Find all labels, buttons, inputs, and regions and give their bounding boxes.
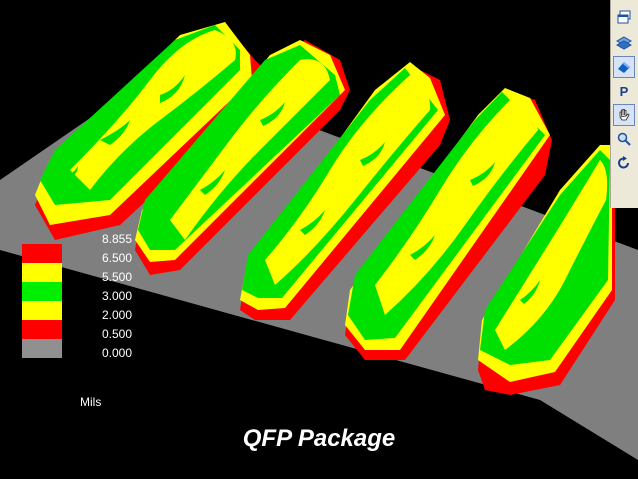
shaded-surface-icon[interactable] — [613, 56, 635, 78]
legend-swatch — [22, 244, 62, 263]
lead-1 — [35, 22, 265, 240]
lead-3 — [240, 62, 450, 320]
legend-label: 5.500 — [102, 270, 133, 284]
legend-swatch — [22, 339, 62, 358]
p-icon[interactable]: P — [613, 80, 635, 102]
legend-label: 3.000 — [102, 289, 133, 303]
units-label: Mils — [80, 395, 102, 409]
legend-label: 6.500 — [102, 251, 133, 265]
view-toolbar: P — [610, 0, 638, 208]
rotate-icon[interactable] — [613, 152, 635, 174]
lead-2 — [135, 40, 350, 275]
legend-label: 8.855 — [102, 232, 133, 246]
legend-label: 0.500 — [102, 327, 133, 341]
legend-swatch — [22, 282, 62, 301]
zoom-icon[interactable] — [613, 128, 635, 150]
layers-icon[interactable] — [613, 32, 635, 54]
hand-pan-icon[interactable] — [613, 104, 635, 126]
legend-label: 0.000 — [102, 346, 133, 360]
legend-swatch — [22, 320, 62, 339]
lead-5 — [478, 145, 615, 395]
legend-label: 2.000 — [102, 308, 133, 322]
color-legend: 8.855 6.500 5.500 3.000 2.000 0.500 0.00… — [22, 232, 162, 422]
view-title: QFP Package — [242, 425, 396, 452]
window-icon[interactable] — [613, 6, 635, 28]
lead-4 — [345, 88, 552, 360]
legend-swatch — [22, 263, 62, 282]
p-icon-label: P — [619, 83, 629, 99]
legend-swatch — [22, 301, 62, 320]
